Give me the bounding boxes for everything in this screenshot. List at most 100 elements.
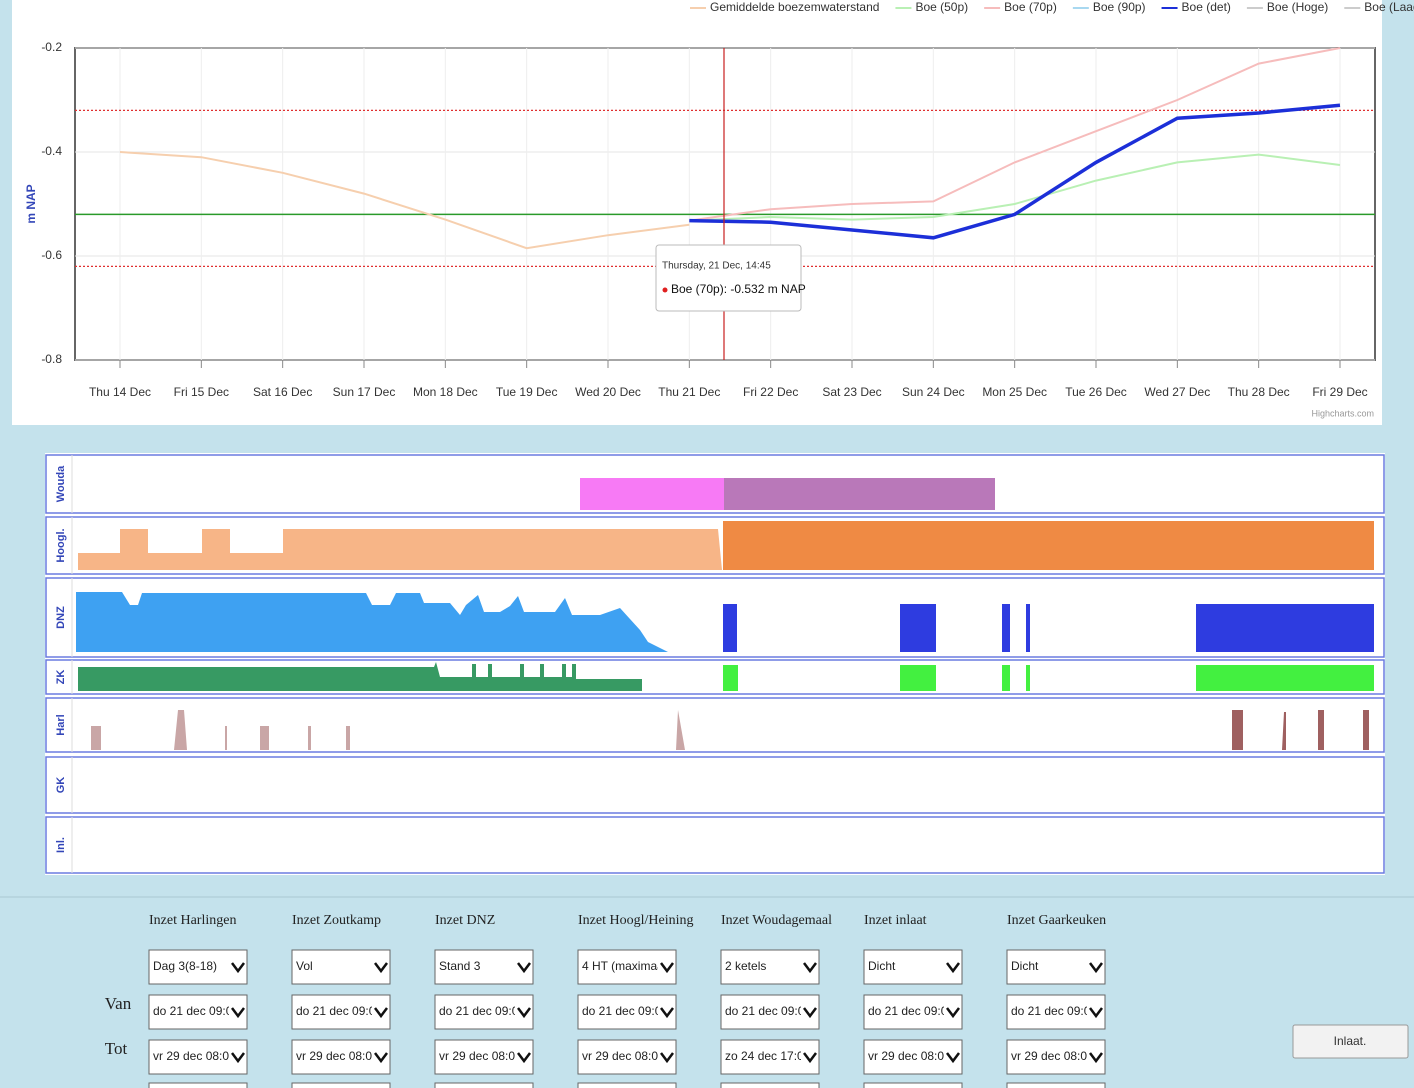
- select-mask: [229, 1042, 245, 1072]
- select-mask: [801, 952, 817, 982]
- select-arrow: [946, 962, 960, 974]
- dnz-block: [1002, 604, 1010, 652]
- column-header: Inzet inlaat: [864, 913, 927, 928]
- setting-select[interactable]: Dicht: [868, 959, 896, 973]
- select-arrow: [803, 1052, 817, 1064]
- panel-label: ZK: [55, 670, 67, 685]
- van-select[interactable]: do 21 dec 09:0(: [439, 1004, 522, 1018]
- van-select[interactable]: do 21 dec 09:00: [868, 1004, 954, 1018]
- select-arrow: [231, 1052, 245, 1064]
- dnz-block: [1196, 604, 1374, 652]
- setting-select[interactable]: 4 HT (maximaal: [582, 959, 666, 973]
- select-arrow: [946, 1007, 960, 1019]
- select-mask: [658, 952, 674, 982]
- zk-block: [900, 665, 936, 691]
- select-mask: [229, 952, 245, 982]
- x-tick-label: Sun 24 Dec: [902, 385, 965, 399]
- next-select-edge: [720, 1082, 820, 1088]
- legend-item[interactable]: Boe (det): [1182, 0, 1231, 14]
- select-arrow: [660, 1007, 674, 1019]
- x-tick-label: Mon 18 Dec: [413, 385, 478, 399]
- panel-border: [45, 756, 1385, 814]
- tooltip-text: Boe (70p): -0.532 m NAP: [671, 282, 806, 296]
- select-mask: [801, 997, 817, 1027]
- dnz-block: [900, 604, 936, 652]
- next-select-edge: [148, 1082, 248, 1088]
- dnz-plan: [723, 604, 1374, 652]
- select-arrow: [231, 962, 245, 974]
- tot-select[interactable]: vr 29 dec 08:00: [153, 1049, 236, 1063]
- x-tick-label: Fri 15 Dec: [174, 385, 229, 399]
- x-tick-label: Mon 25 Dec: [982, 385, 1047, 399]
- column-header: Inzet Zoutkamp: [292, 913, 381, 928]
- van-select[interactable]: do 21 dec 09:00: [296, 1004, 382, 1018]
- tot-select[interactable]: vr 29 dec 08:00: [1011, 1049, 1094, 1063]
- van-select[interactable]: do 21 dec 09:0(: [725, 1004, 808, 1018]
- x-tick-label: Sat 16 Dec: [253, 385, 312, 399]
- panel-border: [45, 697, 1385, 753]
- select-mask: [1087, 997, 1103, 1027]
- select-mask: [658, 997, 674, 1027]
- series-line: [119, 151, 690, 250]
- column-header: Inzet Hoogl/Heining: [578, 913, 693, 928]
- legend-item[interactable]: Boe (Hoge): [1267, 0, 1328, 14]
- select-arrow: [660, 962, 674, 974]
- select-mask: [944, 997, 960, 1027]
- van-label: Van: [105, 994, 132, 1013]
- setting-select[interactable]: Vol: [296, 959, 313, 973]
- setting-select[interactable]: Dicht: [1011, 959, 1039, 973]
- zk-block: [1026, 665, 1030, 691]
- legend-item[interactable]: Gemiddelde boezemwaterstand: [710, 0, 879, 14]
- x-tick-label: Tue 26 Dec: [1065, 385, 1127, 399]
- setting-select[interactable]: Stand 3: [439, 959, 481, 973]
- van-select[interactable]: do 21 dec 09:0(: [582, 1004, 665, 1018]
- x-tick-label: Wed 20 Dec: [575, 385, 641, 399]
- inlaat-button[interactable]: Inlaat.: [1292, 1024, 1409, 1059]
- next-select-edge: [434, 1082, 534, 1088]
- select-arrow: [803, 962, 817, 974]
- legend-item[interactable]: Boe (Laag): [1364, 0, 1414, 14]
- button-label[interactable]: Inlaat.: [1334, 1034, 1367, 1048]
- main-chart: -0.2 -0.4 -0.6 -0.8 Thu 14 Dec Fri 15 Dec Sat …: [41, 40, 1375, 399]
- chart-panel: [12, 0, 1382, 425]
- select-mask: [944, 1042, 960, 1072]
- credit: Highcharts.com: [1311, 408, 1374, 418]
- panels: Wouda Hoogl. DNZ ZK Harl GK Inl.: [45, 454, 1385, 874]
- hoogl-plan: [723, 521, 1374, 570]
- legend-item[interactable]: Boe (70p): [1004, 0, 1057, 14]
- select-arrow: [374, 1052, 388, 1064]
- wouda-past: [580, 478, 724, 510]
- column-header: Inzet Gaarkeuken: [1007, 913, 1106, 928]
- series-line: [689, 47, 1341, 222]
- x-tick-label: Sat 23 Dec: [822, 385, 881, 399]
- hoogl-past: [78, 529, 722, 570]
- button-box[interactable]: [1292, 1024, 1409, 1059]
- y-axis-label: m NAP: [24, 184, 38, 223]
- panel-border: [45, 577, 1385, 658]
- tot-select[interactable]: vr 29 dec 08:00: [439, 1049, 522, 1063]
- van-select[interactable]: do 21 dec 09:0(: [153, 1004, 236, 1018]
- zk-past: [78, 662, 642, 691]
- tot-select[interactable]: vr 29 dec 08:00: [296, 1049, 379, 1063]
- select-arrow: [374, 962, 388, 974]
- panel-label: Inl.: [55, 837, 67, 853]
- legend-item[interactable]: Boe (90p): [1093, 0, 1146, 14]
- select-mask: [372, 952, 388, 982]
- tot-select[interactable]: zo 24 dec 17:00: [725, 1049, 811, 1063]
- tooltip-box: [655, 244, 802, 312]
- setting-select[interactable]: Dag 3(8-18): [153, 959, 217, 973]
- legend-item[interactable]: Boe (50p): [915, 0, 968, 14]
- van-select[interactable]: do 21 dec 09:0(: [1011, 1004, 1094, 1018]
- tooltip: Thursday, 21 Dec, 14:45 Boe (70p): -0.53…: [655, 244, 806, 312]
- tot-select[interactable]: vr 29 dec 08:00: [868, 1049, 951, 1063]
- setting-select[interactable]: 2 ketels: [725, 959, 766, 973]
- zk-block: [723, 665, 738, 691]
- select-arrow: [374, 1007, 388, 1019]
- tot-select[interactable]: vr 29 dec 08:00: [582, 1049, 665, 1063]
- x-tick-label: Thu 14 Dec: [89, 385, 151, 399]
- panel-border: [45, 659, 1385, 695]
- x-tick-label: Sun 17 Dec: [333, 385, 396, 399]
- zk-block: [1002, 665, 1010, 691]
- select-mask: [515, 1042, 531, 1072]
